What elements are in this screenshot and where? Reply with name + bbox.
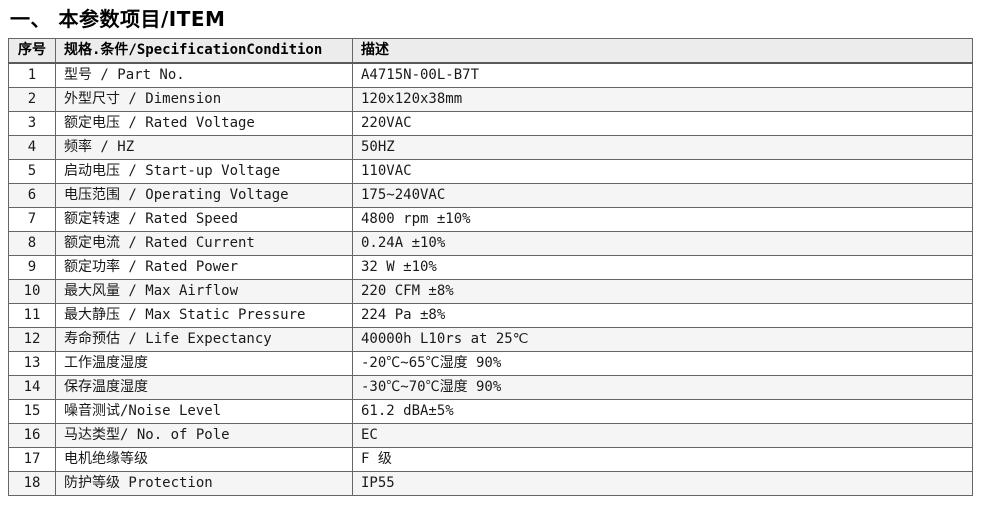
- table-row: 8 额定电流 / Rated Current 0.24A ±10%: [8, 231, 973, 256]
- cell-row-number: 2: [8, 87, 56, 112]
- cell-description: 175~240VAC: [352, 183, 973, 208]
- cell-row-number: 14: [8, 375, 56, 400]
- cell-spec-condition: 额定电压 / Rated Voltage: [55, 111, 353, 136]
- cell-row-number: 7: [8, 207, 56, 232]
- cell-row-number: 17: [8, 447, 56, 472]
- cell-description: 224 Pa ±8%: [352, 303, 973, 328]
- cell-spec-condition: 最大风量 / Max Airflow: [55, 279, 353, 304]
- cell-row-number: 4: [8, 135, 56, 160]
- table-row: 3 额定电压 / Rated Voltage 220VAC: [8, 111, 973, 136]
- cell-description: 110VAC: [352, 159, 973, 184]
- cell-spec-condition: 噪音测试/Noise Level: [55, 399, 353, 424]
- cell-row-number: 6: [8, 183, 56, 208]
- cell-spec-condition: 额定转速 / Rated Speed: [55, 207, 353, 232]
- cell-spec-condition: 外型尺寸 / Dimension: [55, 87, 353, 112]
- table-row: 7 额定转速 / Rated Speed 4800 rpm ±10%: [8, 207, 973, 232]
- table-row: 2 外型尺寸 / Dimension 120x120x38mm: [8, 87, 973, 112]
- cell-spec-condition: 工作温度湿度: [55, 351, 353, 376]
- cell-spec-condition: 保存温度湿度: [55, 375, 353, 400]
- cell-description: -30℃~70℃湿度 90%: [352, 375, 973, 400]
- cell-spec-condition: 寿命预估 / Life Expectancy: [55, 327, 353, 352]
- cell-spec-condition: 启动电压 / Start-up Voltage: [55, 159, 353, 184]
- cell-row-number: 15: [8, 399, 56, 424]
- table-row: 4 频率 / HZ 50HZ: [8, 135, 973, 160]
- cell-row-number: 8: [8, 231, 56, 256]
- cell-description: A4715N-00L-B7T: [352, 62, 973, 88]
- cell-row-number: 12: [8, 327, 56, 352]
- cell-description: 61.2 dBA±5%: [352, 399, 973, 424]
- header-cell-description: 描述: [352, 38, 973, 64]
- spec-table-body: 1 型号 / Part No. A4715N-00L-B7T 2 外型尺寸 / Dime…: [8, 62, 973, 496]
- table-row: 9 额定功率 / Rated Power 32 W ±10%: [8, 255, 973, 280]
- cell-description: -20℃~65℃湿度 90%: [352, 351, 973, 376]
- cell-row-number: 9: [8, 255, 56, 280]
- cell-row-number: 16: [8, 423, 56, 448]
- cell-description: 32 W ±10%: [352, 255, 973, 280]
- table-row: 13 工作温度湿度 -20℃~65℃湿度 90%: [8, 351, 973, 376]
- cell-description: EC: [352, 423, 973, 448]
- cell-row-number: 3: [8, 111, 56, 136]
- header-cell-spec-condition: 规格.条件/SpecificationCondition: [55, 38, 353, 64]
- cell-description: 220VAC: [352, 111, 973, 136]
- cell-description: 40000h L10rs at 25℃: [352, 327, 973, 352]
- cell-spec-condition: 马达类型/ No. of Pole: [55, 423, 353, 448]
- cell-description: 120x120x38mm: [352, 87, 973, 112]
- table-row: 18 防护等级 Protection IP55: [8, 471, 973, 496]
- cell-spec-condition: 电机绝缘等级: [55, 447, 353, 472]
- cell-row-number: 13: [8, 351, 56, 376]
- cell-description: 0.24A ±10%: [352, 231, 973, 256]
- cell-row-number: 10: [8, 279, 56, 304]
- cell-description: 220 CFM ±8%: [352, 279, 973, 304]
- table-row: 15 噪音测试/Noise Level 61.2 dBA±5%: [8, 399, 973, 424]
- table-row: 14 保存温度湿度 -30℃~70℃湿度 90%: [8, 375, 973, 400]
- table-row: 5 启动电压 / Start-up Voltage 110VAC: [8, 159, 973, 184]
- cell-description: 4800 rpm ±10%: [352, 207, 973, 232]
- table-row: 10 最大风量 / Max Airflow 220 CFM ±8%: [8, 279, 973, 304]
- cell-spec-condition: 额定电流 / Rated Current: [55, 231, 353, 256]
- cell-row-number: 18: [8, 471, 56, 496]
- table-row: 1 型号 / Part No. A4715N-00L-B7T: [8, 62, 973, 88]
- page-title: 一、 本参数项目/ITEM: [10, 7, 226, 31]
- cell-description: IP55: [352, 471, 973, 496]
- cell-row-number: 5: [8, 159, 56, 184]
- table-row: 6 电压范围 / Operating Voltage 175~240VAC: [8, 183, 973, 208]
- table-header-row: 序号 规格.条件/SpecificationCondition 描述: [8, 38, 973, 64]
- cell-row-number: 1: [8, 62, 56, 88]
- cell-spec-condition: 电压范围 / Operating Voltage: [55, 183, 353, 208]
- cell-spec-condition: 最大静压 / Max Static Pressure: [55, 303, 353, 328]
- cell-spec-condition: 防护等级 Protection: [55, 471, 353, 496]
- table-row: 11 最大静压 / Max Static Pressure 224 Pa ±8%: [8, 303, 973, 328]
- cell-spec-condition: 额定功率 / Rated Power: [55, 255, 353, 280]
- cell-description: F 级: [352, 447, 973, 472]
- table-row: 17 电机绝缘等级 F 级: [8, 447, 973, 472]
- table-row: 12 寿命预估 / Life Expectancy 40000h L10rs at …: [8, 327, 973, 352]
- cell-row-number: 11: [8, 303, 56, 328]
- spec-table: 序号 规格.条件/SpecificationCondition 描述 1 型号 /…: [8, 38, 973, 496]
- cell-spec-condition: 频率 / HZ: [55, 135, 353, 160]
- cell-spec-condition: 型号 / Part No.: [55, 62, 353, 88]
- header-cell-row-number: 序号: [8, 38, 56, 64]
- table-row: 16 马达类型/ No. of Pole EC: [8, 423, 973, 448]
- cell-description: 50HZ: [352, 135, 973, 160]
